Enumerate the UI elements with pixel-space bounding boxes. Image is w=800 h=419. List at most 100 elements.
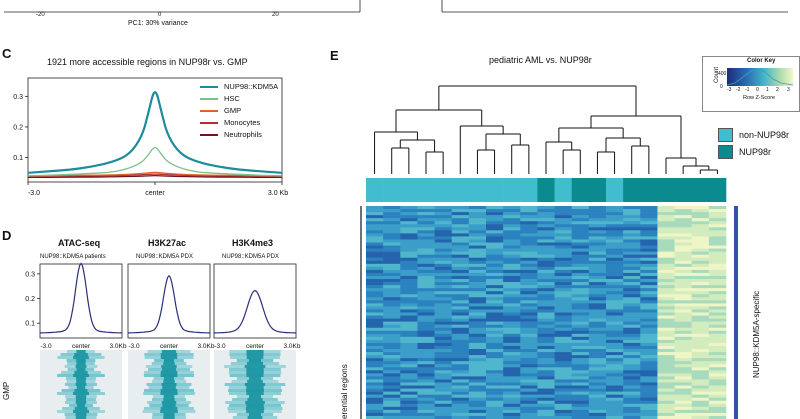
heatmap-cell: [657, 257, 675, 262]
heatmap-cell: [383, 364, 401, 368]
heatmap-cell: [657, 403, 675, 408]
heatmap-cell: [554, 352, 573, 356]
legend-swatch-non-nup98r: [718, 128, 733, 142]
heatmap-cell: [383, 406, 401, 411]
heatmap-cell: [554, 266, 573, 271]
heatmap-cell: [537, 257, 555, 262]
heatmap-cell: [451, 364, 470, 368]
heatmap-cell: [674, 385, 693, 389]
heatmap-cell: [657, 263, 675, 268]
heatmap-cell: [520, 288, 538, 292]
heatmap-cell: [623, 212, 641, 216]
annotation-cell: [366, 178, 384, 202]
heatmap-cell: [657, 388, 675, 392]
heatmap-cell: [554, 294, 573, 298]
heatmap-cell: [417, 263, 435, 268]
heatmap-cell: [691, 300, 710, 304]
panel-letter-e: E: [330, 48, 339, 63]
heatmap-cell: [657, 412, 675, 417]
heatmap-cell: [588, 212, 607, 216]
track-subtitle-h3k27ac: NUP98::KDM5A PDX: [136, 254, 194, 260]
heatmap-cell: [674, 318, 693, 322]
heatmap-cell: [691, 242, 710, 246]
heatmap-cell: [400, 376, 418, 380]
heatmap-cell: [571, 403, 590, 408]
heatmap-cell: [606, 327, 624, 332]
heatmap-cell: [691, 315, 710, 319]
heatmap-cell: [383, 224, 401, 228]
heatmap-cell: [691, 239, 710, 243]
heatmap-cell: [554, 388, 573, 392]
heatmap-cell: [400, 251, 418, 255]
heatmap-cell: [520, 373, 538, 377]
color-key-graphic: [726, 68, 794, 86]
profile-heatmap-core-2: [247, 416, 263, 419]
heatmap-cell: [537, 379, 555, 383]
heatmap-cell: [486, 370, 504, 374]
heatmap-cell: [400, 370, 418, 374]
heatmap-cell: [640, 352, 658, 356]
top-xlabel: PC1: 30% variance: [128, 20, 188, 27]
heatmap-cell: [640, 373, 658, 377]
profile-heatmap-core-0: [73, 410, 89, 413]
heatmap-cell: [554, 303, 573, 307]
heatmap-cell: [486, 412, 504, 417]
heatmap-cell: [691, 215, 710, 219]
heatmap-cell: [691, 342, 710, 347]
panel-c-series-gmp: [27, 171, 283, 177]
heatmap-cell: [503, 349, 521, 353]
heatmap-cell: [674, 324, 693, 329]
heatmap-cell: [674, 221, 693, 225]
panel-c-xtick-label: center: [145, 190, 165, 197]
heatmap-cell: [554, 215, 573, 219]
heatmap-cell: [674, 333, 693, 338]
heatmap-cell: [537, 358, 555, 362]
heatmap-cell: [486, 373, 504, 377]
heatmap-cell: [383, 233, 401, 237]
heatmap-cell: [554, 285, 573, 289]
heatmap-cell: [366, 385, 384, 389]
heatmap-cell: [606, 361, 624, 365]
heatmap-cell: [554, 306, 573, 310]
heatmap-cell: [708, 394, 727, 398]
heatmap-cell: [606, 358, 624, 362]
heatmap-cell: [674, 306, 693, 310]
heatmap-cell: [623, 324, 641, 329]
heatmap-cell: [366, 209, 384, 213]
heatmap-cell: [366, 400, 384, 405]
heatmap-cell: [486, 245, 504, 249]
heatmap-cell: [657, 254, 675, 259]
heatmap-cell: [674, 224, 693, 228]
heatmap-cell: [400, 312, 418, 316]
heatmap-cell: [417, 248, 435, 252]
heatmap-cell: [417, 336, 435, 341]
heatmap-cell: [434, 275, 453, 280]
heatmap-cell: [554, 245, 573, 249]
heatmap-cell: [434, 230, 453, 234]
heatmap-cell: [537, 254, 555, 259]
heatmap-cell: [708, 224, 727, 228]
heatmap-cell: [708, 288, 727, 292]
heatmap-cell: [486, 345, 504, 350]
heatmap-cell: [503, 209, 521, 213]
heatmap-cell: [486, 327, 504, 332]
heatmap-cell: [708, 397, 727, 402]
heatmap-cell: [657, 275, 675, 280]
profile-heatmap-core-2: [246, 374, 264, 377]
heatmap-cell: [606, 315, 624, 319]
heatmap-cell: [417, 324, 435, 329]
heatmap-cell: [537, 388, 555, 392]
heatmap-cell: [657, 215, 675, 219]
profile-heatmap-core-2: [245, 407, 265, 410]
heatmap-cell: [708, 279, 727, 283]
heatmap-cell: [520, 361, 538, 365]
heatmap-cell: [366, 312, 384, 316]
heatmap-cell: [486, 406, 504, 411]
heatmap-cell: [400, 336, 418, 341]
heatmap-cell: [520, 391, 538, 395]
heatmap-cell: [571, 324, 590, 329]
heatmap-cell: [451, 288, 470, 292]
heatmap-cell: [417, 206, 435, 210]
heatmap-cell: [640, 227, 658, 231]
heatmap-cell: [468, 361, 487, 365]
